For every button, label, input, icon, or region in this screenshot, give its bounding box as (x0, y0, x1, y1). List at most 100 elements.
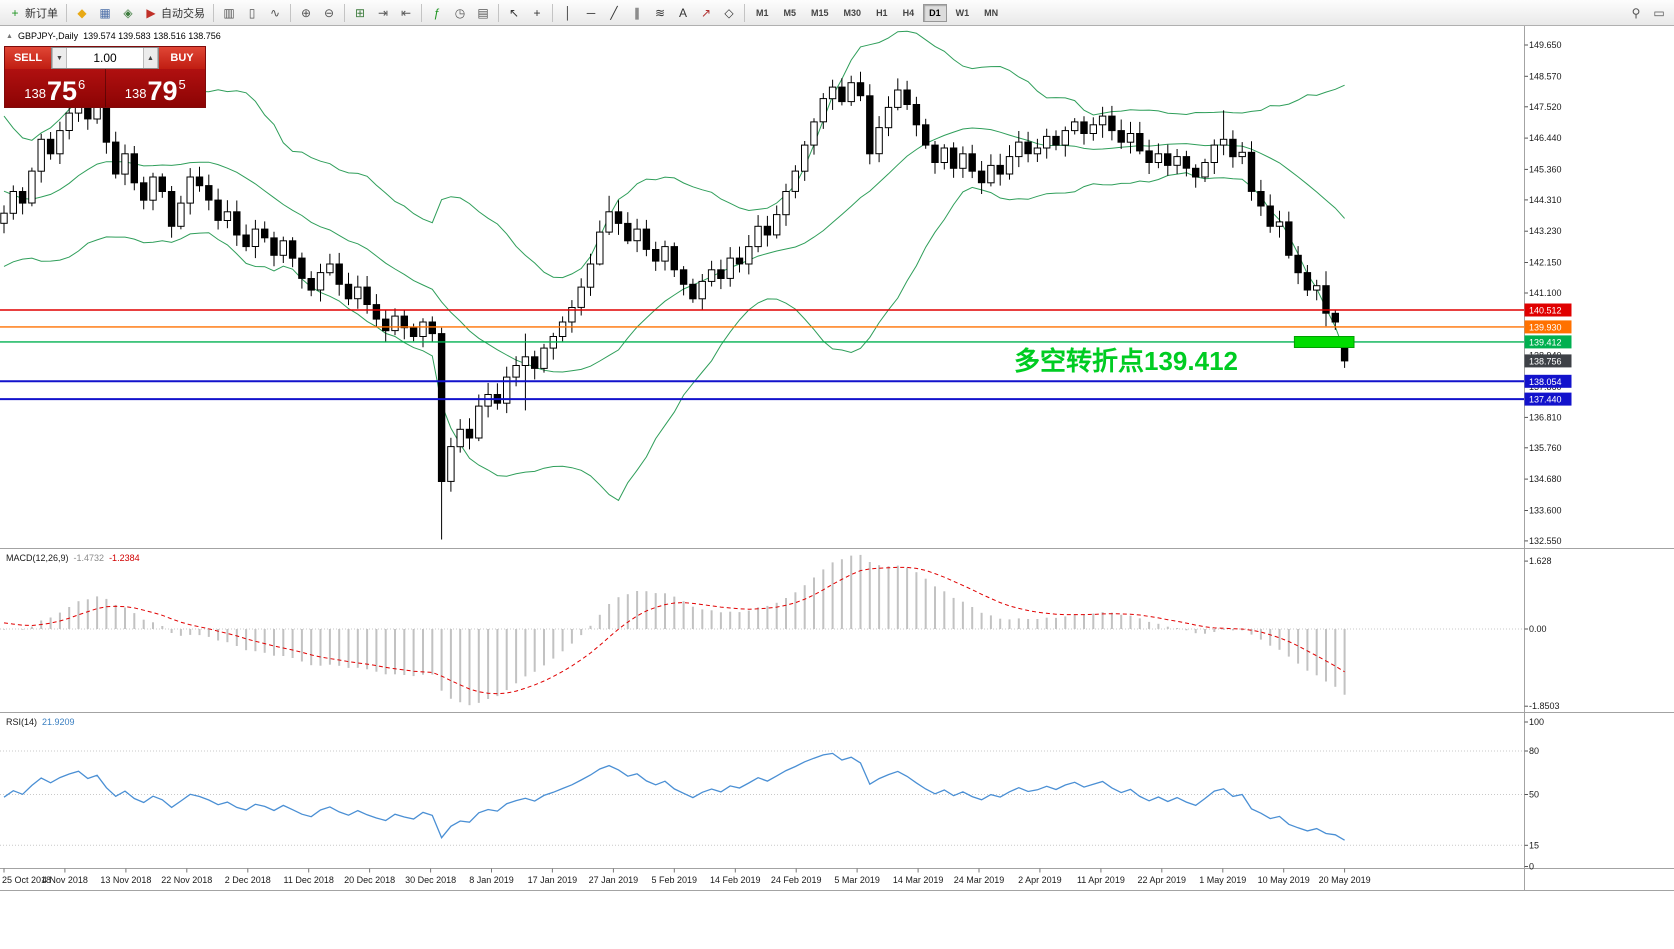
zoom-out-icon: ⊖ (323, 5, 335, 20)
rsi-line (3, 752, 1345, 841)
macd-main-value: -1.4732 (73, 553, 105, 563)
new-order-label: 新订单 (25, 7, 58, 20)
cursor-button[interactable]: ↖ (503, 2, 525, 24)
autotrading-button[interactable]: ▶ 自动交易 (140, 2, 209, 24)
date-label: 11 Apr 2019 (1077, 875, 1125, 885)
arrows-tool-button[interactable]: ↗ (695, 2, 717, 24)
date-label: 13 Nov 2018 (100, 875, 151, 885)
bollinger-lower-line (3, 172, 1346, 502)
candlestick-chart-icon: ▯ (248, 5, 256, 20)
candlestick-chart-button[interactable]: ▯ (241, 2, 263, 24)
timeframe-m5[interactable]: M5 (783, 7, 797, 18)
svg-text:132.550: 132.550 (1529, 536, 1562, 546)
date-label: 17 Jan 2019 (528, 875, 578, 885)
periods-button[interactable]: ◷ (449, 2, 471, 24)
timeframe-m1[interactable]: M1 (756, 7, 769, 18)
metaeditor-button[interactable]: ◆ (71, 2, 93, 24)
chart-canvas[interactable]: 多空转折点139.412 149.650 148.570 147.520 146.440… (0, 26, 1674, 949)
timeframe-d1[interactable]: D1 (923, 3, 947, 22)
svg-text:136.810: 136.810 (1529, 412, 1562, 422)
buy-button[interactable]: BUY (159, 47, 205, 69)
date-label: 5 Feb 2019 (652, 875, 698, 885)
zoom-in-button[interactable]: ⊕ (295, 2, 317, 24)
svg-text:133.600: 133.600 (1529, 506, 1562, 516)
metaeditor-icon: ◆ (77, 5, 87, 20)
date-label: 14 Mar 2019 (893, 875, 944, 885)
tile-windows-button[interactable]: ⊞ (349, 2, 371, 24)
volume-decrease-button[interactable]: ▼ (52, 48, 67, 68)
crosshair-icon: + (533, 5, 541, 20)
sell-price[interactable]: 138 75 6 (5, 69, 105, 107)
price-badge (1524, 335, 1572, 349)
timeframe-m15[interactable]: M15 (811, 7, 829, 18)
annotation-text[interactable]: 多空转折点139.412 (1014, 346, 1238, 376)
cursor-icon: ↖ (508, 5, 520, 20)
sell-price-sup: 6 (78, 77, 86, 92)
main-toolbar: + 新订单 ◆ ▦ ◈ ▶ 自动交易 ▥ ▯ ∿ ⊕ ⊖ ⊞ ⇥ ⇤ ƒ ◷ ▤ ↖ + │ ─ ╱ ∥ ≋ A ↗ ◇ M1 M5 M15… (0, 0, 1674, 26)
arrows-tool-icon: ↗ (700, 5, 712, 20)
highlight-box[interactable] (1293, 336, 1355, 348)
volume-increase-button[interactable]: ▲ (143, 48, 158, 68)
horizontal-lines[interactable] (0, 309, 1524, 401)
panel-borders (0, 26, 1674, 891)
bar-chart-button[interactable]: ▥ (218, 2, 240, 24)
svg-text:-1.8503: -1.8503 (1529, 701, 1560, 711)
toolbar-separator (552, 3, 553, 22)
svg-text:142.150: 142.150 (1529, 258, 1562, 268)
chart-profile-button[interactable]: ▭ (1648, 2, 1670, 24)
shapes-button[interactable]: ◇ (718, 2, 740, 24)
text-tool-button[interactable]: A (672, 2, 694, 24)
vertical-line-icon: │ (564, 5, 572, 20)
indicators-icon: ƒ (433, 5, 441, 20)
auto-scroll-button[interactable]: ⇥ (372, 2, 394, 24)
svg-text:135.760: 135.760 (1529, 443, 1562, 453)
crosshair-button[interactable]: + (526, 2, 548, 24)
ohlc-values: 139.574 139.583 138.516 138.756 (83, 31, 221, 41)
timeframe-h4[interactable]: H4 (902, 7, 915, 18)
date-label: 20 Dec 2018 (344, 875, 395, 885)
toolbar-separator (744, 3, 745, 22)
volume-input[interactable]: 1.00 (93, 51, 117, 65)
trendline-button[interactable]: ╱ (603, 2, 625, 24)
toolbar-separator (66, 3, 67, 22)
chart-shift-button[interactable]: ⇤ (395, 2, 417, 24)
navigator-icon: ◈ (123, 5, 133, 20)
vertical-line-button[interactable]: │ (557, 2, 579, 24)
channel-button[interactable]: ∥ (626, 2, 648, 24)
svg-text:0.00: 0.00 (1529, 624, 1547, 634)
sell-price-base: 138 (24, 86, 46, 101)
market-watch-button[interactable]: ▦ (94, 2, 116, 24)
indicators-button[interactable]: ƒ (426, 2, 448, 24)
price-axis[interactable]: 149.650 148.570 147.520 146.440 145.360 144.3… (1524, 40, 1562, 546)
horizontal-line-button[interactable]: ─ (580, 2, 602, 24)
zoom-in-icon: ⊕ (300, 5, 312, 20)
symbol-label: GBPJPY-,Daily (17, 31, 79, 41)
date-label: 10 May 2019 (1258, 875, 1310, 885)
candles-layer (0, 71, 1349, 540)
templates-button[interactable]: ▤ (472, 2, 494, 24)
date-label: 24 Mar 2019 (954, 875, 1005, 885)
svg-text:146.440: 146.440 (1529, 133, 1562, 143)
line-chart-button[interactable]: ∿ (264, 2, 286, 24)
timeframe-mn[interactable]: MN (984, 7, 999, 18)
zoom-out-button[interactable]: ⊖ (318, 2, 340, 24)
date-label: 25 Oct 2018 (2, 875, 51, 885)
navigator-button[interactable]: ◈ (117, 2, 139, 24)
fibonacci-button[interactable]: ≋ (649, 2, 671, 24)
new-order-button[interactable]: + 新订单 (4, 2, 62, 24)
date-label: 2 Apr 2019 (1018, 875, 1062, 885)
search-button[interactable]: ⚲ (1625, 2, 1647, 24)
buy-price[interactable]: 138 79 5 (104, 69, 206, 107)
timeframe-h1[interactable]: H1 (876, 7, 888, 18)
date-label: 8 Jan 2019 (469, 875, 514, 885)
chart-collapse-icon[interactable]: ▲ (6, 32, 13, 40)
svg-text:50: 50 (1529, 790, 1539, 800)
price-badges: 140.512 139.930 139.412 138.054 137.440 138.7… (1524, 303, 1572, 406)
sell-button[interactable]: SELL (5, 47, 51, 69)
timeframe-w1[interactable]: W1 (955, 7, 970, 18)
timeframe-m30[interactable]: M30 (843, 7, 862, 18)
price-badge (1524, 354, 1572, 368)
line-chart-icon: ∿ (269, 5, 281, 20)
toolbar-separator (421, 3, 422, 22)
